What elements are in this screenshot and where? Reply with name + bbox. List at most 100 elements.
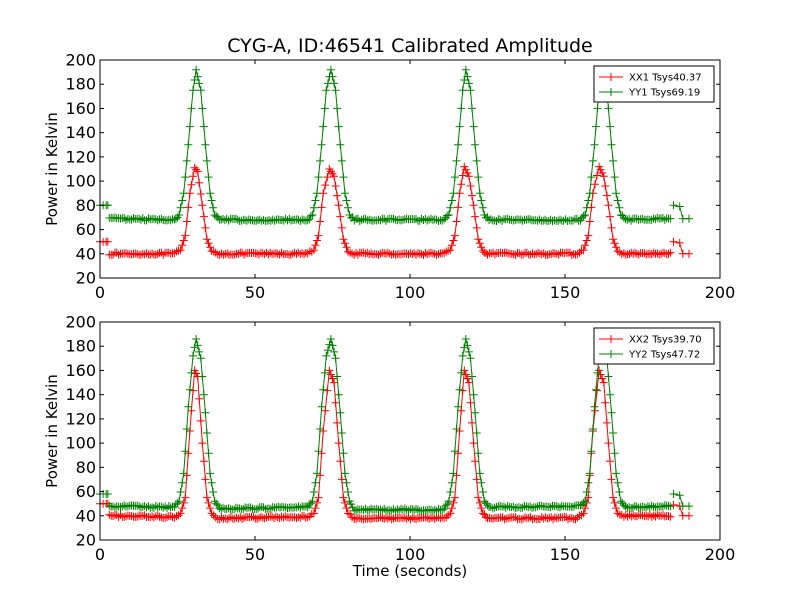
data-point [313,189,321,198]
data-point [489,514,498,523]
data-point [477,478,486,487]
data-point [634,250,643,259]
data-point [666,248,675,257]
data-point [317,402,326,411]
data-point [170,249,179,258]
data-point [607,140,616,149]
data-point [598,169,607,177]
data-point [610,173,619,182]
data-point [179,189,188,198]
data-point [395,506,404,515]
legend-box [593,65,715,103]
data-point [585,469,594,478]
data-point [581,211,590,219]
data-point [166,216,175,225]
data-point [323,173,332,182]
data-point [449,469,458,478]
data-point [685,502,693,511]
data-point [300,250,308,259]
data-point [230,250,239,259]
data-point [342,243,351,252]
data-point [610,498,619,507]
data-point [340,498,349,507]
data-point [598,374,607,383]
data-point [209,488,218,496]
data-point [171,214,180,223]
data-point [474,235,483,244]
data-point [181,231,190,240]
y-tick-label: 160 [65,361,96,380]
y-tick-label: 80 [76,196,96,215]
data-point [471,212,480,221]
x-tick-label: 100 [395,545,426,564]
legend-marker [607,73,615,81]
data-point [526,215,535,224]
y-tick-label: 100 [65,434,96,453]
data-point [337,223,346,232]
data-point [387,515,396,524]
data-point [144,502,153,511]
data-point [593,171,601,180]
data-point [609,493,617,502]
data-point [587,173,596,182]
data-point [103,201,112,210]
data-point [376,216,385,225]
data-point [153,250,162,258]
data-point [609,156,617,165]
data-point [184,402,193,411]
data-point [483,250,492,259]
data-point [138,511,147,520]
data-point [164,502,173,510]
data-point [201,408,210,417]
data-point [374,215,383,224]
data-point [367,514,376,523]
data-point [469,201,478,210]
data-point [468,372,476,381]
data-point [112,248,121,257]
data-point [666,512,675,521]
data-point [522,248,531,257]
data-point [450,231,459,240]
data-point [591,180,599,189]
data-point [348,213,357,222]
data-point [336,408,345,417]
data-point [595,162,604,171]
data-point [333,191,342,200]
data-point [322,351,331,360]
data-point [584,478,593,487]
legend-label: YY2 Tsys47.72 [628,350,700,361]
data-point [455,122,464,131]
data-point [105,501,114,510]
data-point [604,104,613,113]
data-point [178,196,187,205]
data-point [252,505,261,514]
data-point [669,201,678,210]
data-point [196,354,205,363]
data-point [441,501,450,510]
data-point [561,215,570,224]
data-point [181,173,190,182]
data-point [579,246,588,255]
data-point [664,249,673,258]
data-point [320,104,329,113]
data-point [198,201,207,210]
data-point [609,235,617,244]
data-point [651,512,660,521]
data-point [337,429,346,437]
data-point [474,173,483,182]
data-point [498,513,507,522]
data-point [464,378,473,387]
data-point [199,390,208,399]
data-point [582,488,591,496]
data-point [193,72,202,81]
data-point [202,235,211,244]
data-point [440,504,449,513]
data-point [452,217,461,226]
data-point [199,457,208,466]
data-point [531,503,540,512]
data-point [103,490,112,498]
data-point [176,488,185,496]
data-point [383,248,392,257]
data-point [311,196,320,205]
data-point [193,341,202,350]
